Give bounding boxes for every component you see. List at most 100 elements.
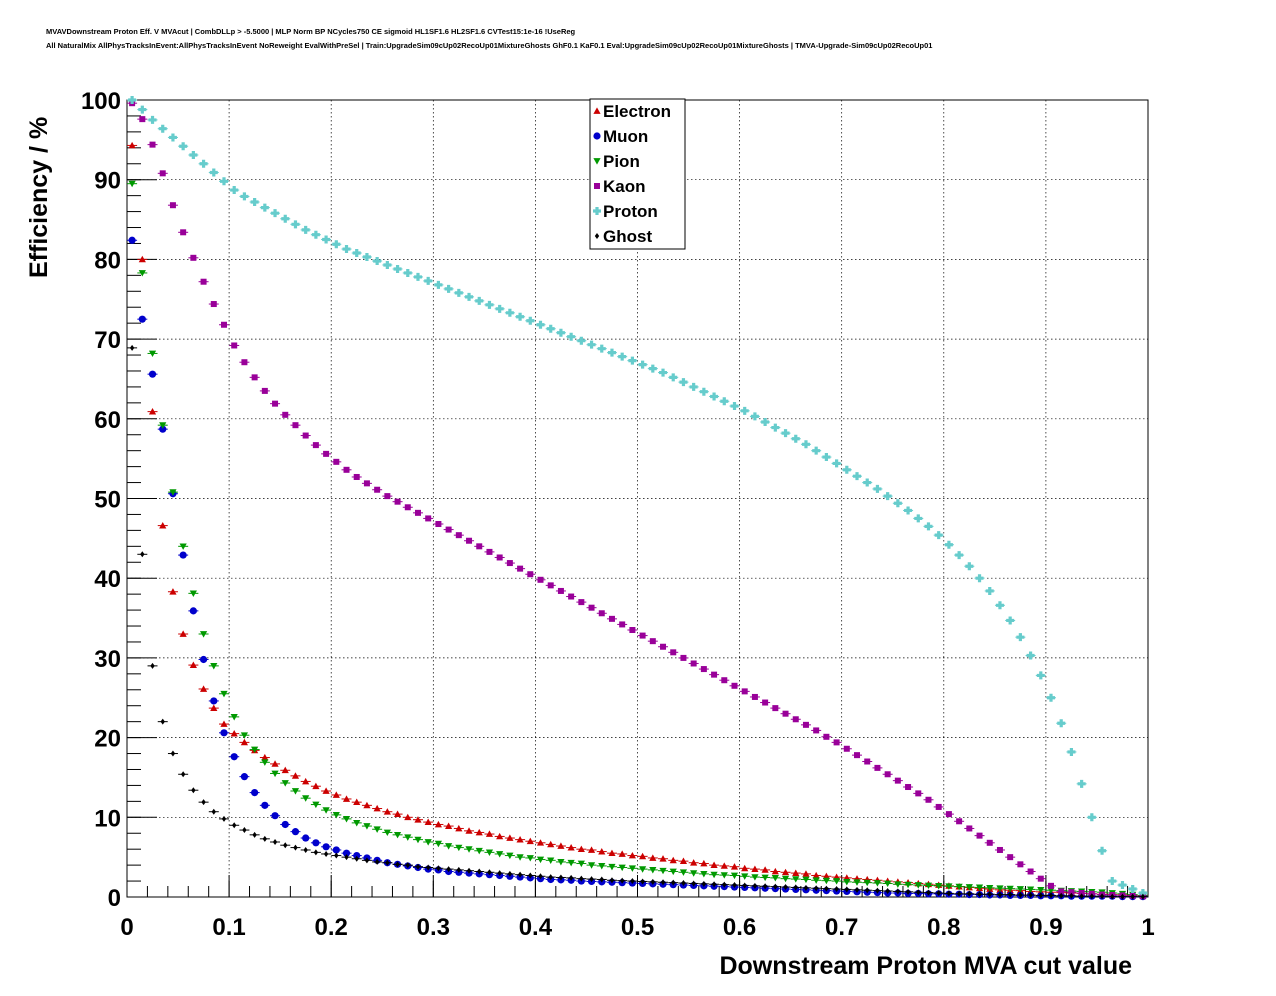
electron-point [465, 827, 473, 834]
pion-point [485, 849, 494, 856]
ghost-point [1059, 892, 1064, 899]
kaon-point [966, 825, 973, 832]
pion-point [965, 884, 973, 891]
pion-point [342, 816, 351, 823]
proton-point [281, 214, 290, 223]
electron-point [393, 810, 402, 817]
muon-point [138, 315, 146, 323]
ghost-point [395, 861, 400, 868]
pion-point [986, 884, 994, 892]
proton-point [975, 574, 984, 583]
electron-point [220, 720, 228, 727]
kaon-point [986, 839, 993, 846]
pion-point [128, 180, 136, 188]
proton-point [710, 392, 719, 401]
proton-point [801, 440, 810, 449]
ghost-point [885, 888, 890, 895]
legend-label-electron: Electron [603, 102, 671, 121]
ghost-point [415, 863, 421, 870]
electron-point [649, 854, 657, 861]
pion-point [935, 882, 943, 890]
muon-point [220, 729, 228, 737]
electron-point [751, 865, 759, 872]
y-tick-label: 70 [94, 327, 121, 354]
kaon-point [996, 846, 1003, 853]
proton-point [271, 209, 280, 218]
proton-point [781, 429, 790, 438]
pion-point [363, 823, 371, 830]
pion-point [1016, 886, 1024, 893]
proton-point [893, 499, 902, 508]
proton-point [1047, 693, 1056, 702]
proton-point [955, 551, 964, 560]
pion-point [587, 862, 596, 869]
proton-point [638, 360, 647, 369]
ghost-point [762, 883, 768, 890]
proton-point [740, 406, 749, 415]
electron-point [741, 864, 749, 872]
y-tick-label: 50 [94, 487, 121, 514]
kaon-point [282, 411, 289, 418]
muon-point [291, 828, 300, 836]
electron-point [342, 795, 351, 802]
electron-point [199, 685, 208, 692]
kaon-point [629, 627, 636, 634]
kaon-point [588, 604, 595, 611]
ghost-point [813, 885, 819, 892]
pion-point [904, 881, 912, 889]
electron-point [332, 791, 340, 798]
ghost-point [221, 815, 227, 822]
proton-point [505, 308, 514, 317]
pion-point [414, 836, 422, 844]
ghost-point [180, 771, 186, 778]
y-tick-label: 60 [94, 407, 121, 434]
kaon-point [455, 532, 462, 539]
ghost-point [956, 890, 962, 897]
pion-point [792, 876, 800, 883]
pion-point [975, 884, 984, 892]
pion-point [577, 860, 585, 868]
ghost-point [170, 750, 176, 757]
pion-point [445, 843, 453, 850]
proton-point [750, 412, 759, 421]
proton-point [322, 235, 331, 244]
proton-point [546, 324, 555, 333]
pion-point [536, 856, 545, 864]
electron-point [618, 850, 626, 857]
electron-point [567, 843, 575, 851]
electron-point [138, 255, 146, 263]
proton-point [413, 272, 422, 281]
kaon-point [476, 543, 483, 550]
pion-point [628, 865, 636, 872]
ghost-point [232, 822, 237, 829]
ghost-point [344, 854, 349, 861]
ghost-point [354, 855, 359, 862]
ghost-point [946, 890, 952, 897]
proton-point [720, 397, 729, 406]
pion-point [945, 883, 953, 890]
kaon-point [139, 116, 146, 123]
pion-point [863, 879, 871, 887]
proton-point [863, 478, 872, 487]
ghost-point [589, 876, 594, 883]
muon-point [332, 846, 340, 854]
pion-point [1006, 885, 1014, 893]
kaon-point [506, 560, 513, 567]
kaon-point [261, 387, 268, 394]
pion-point [771, 874, 779, 882]
ghost-point [497, 870, 502, 877]
proton-point [516, 312, 525, 321]
kaon-point [649, 638, 656, 645]
y-tick-label: 100 [81, 88, 121, 115]
x-axis-title: Downstream Proton MVA cut value [719, 952, 1132, 980]
kaon-point [833, 739, 840, 746]
proton-point [209, 168, 218, 177]
electron-point [159, 521, 167, 529]
proton-point [168, 133, 177, 142]
pion-point [159, 422, 167, 429]
electron-point [771, 867, 779, 875]
electron-point [598, 847, 606, 855]
proton-point [822, 453, 831, 462]
ghost-point [405, 862, 410, 869]
pion-point [730, 872, 739, 880]
